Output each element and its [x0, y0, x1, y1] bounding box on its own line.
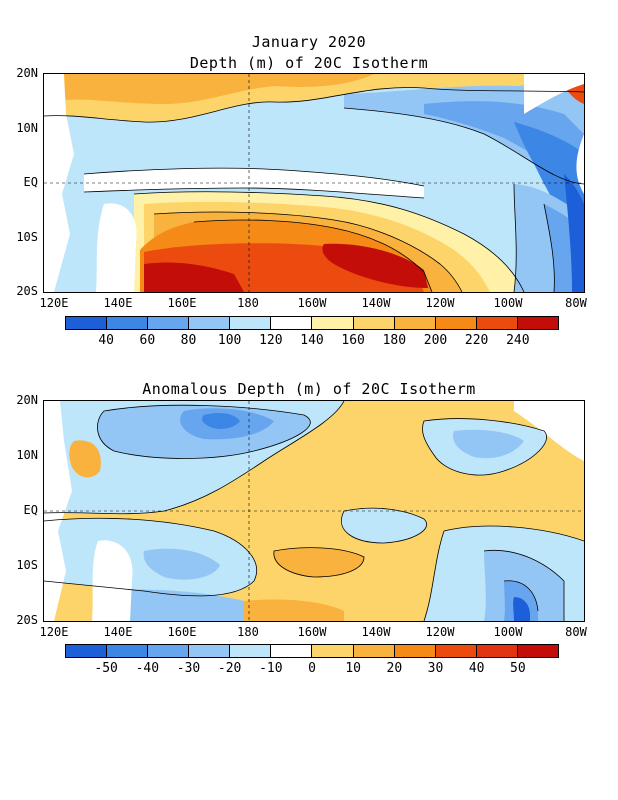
top-colorbar-swatch	[517, 317, 558, 329]
bottom-lat-label: 20S	[16, 613, 38, 627]
bottom-colorbar-label: -40	[135, 661, 160, 676]
top-colorbar	[65, 316, 559, 330]
top-colorbar-label: 180	[382, 333, 407, 348]
bottom-lon-label: 180	[237, 625, 259, 639]
bottom-lat-label: 10N	[16, 448, 38, 462]
bottom-lat-label: EQ	[23, 503, 38, 517]
top-lon-label: 100W	[493, 296, 523, 310]
bottom-lon-label: 120E	[39, 625, 69, 639]
bottom-lon-label: 140E	[103, 625, 133, 639]
bottom-lon-label: 140W	[361, 625, 391, 639]
top-colorbar-label: 220	[464, 333, 489, 348]
bottom-colorbar-label: -20	[217, 661, 242, 676]
top-lat-label: 10N	[16, 121, 38, 135]
top-colorbar-swatch	[435, 317, 477, 329]
top-colorbar-swatch	[394, 317, 436, 329]
top-colorbar-swatch	[66, 317, 108, 329]
top-lon-label: 140W	[361, 296, 391, 310]
top-colorbar-label: 200	[423, 333, 448, 348]
top-lon-label: 80W	[565, 296, 587, 310]
top-lat-label: 20S	[16, 284, 38, 298]
bottom-colorbar-swatch	[312, 645, 354, 657]
bottom-colorbar-swatch	[517, 645, 558, 657]
top-lon-label: 160E	[167, 296, 197, 310]
bottom-colorbar	[65, 644, 559, 658]
top-colorbar-label: 60	[139, 333, 156, 348]
bottom-lon-label: 80W	[565, 625, 587, 639]
bottom-lon-label: 120W	[425, 625, 455, 639]
bottom-colorbar-swatch	[435, 645, 477, 657]
top-colorbar-label: 100	[217, 333, 242, 348]
bottom-colorbar-swatch	[189, 645, 231, 657]
top-lon-label: 120E	[39, 296, 69, 310]
bottom-colorbar-swatch	[394, 645, 436, 657]
top-colorbar-swatch	[271, 317, 313, 329]
top-colorbar-swatch	[476, 317, 518, 329]
bottom-colorbar-label: -30	[176, 661, 201, 676]
bottom-title: Anomalous Depth (m) of 20C Isotherm	[142, 380, 476, 398]
bottom-map-panel	[43, 400, 585, 622]
top-colorbar-swatch	[107, 317, 149, 329]
top-colorbar-swatch	[230, 317, 272, 329]
bottom-colorbar-label: 50	[510, 661, 526, 676]
bottom-colorbar-swatch	[66, 645, 108, 657]
bottom-lon-label: 160E	[167, 625, 197, 639]
bottom-colorbar-label: -10	[259, 661, 283, 676]
bottom-map-field	[44, 401, 584, 621]
top-map-panel	[43, 73, 585, 293]
top-lon-label: 140E	[103, 296, 133, 310]
top-lon-label: 160W	[297, 296, 327, 310]
top-colorbar-swatch	[148, 317, 190, 329]
top-title-line2: Depth (m) of 20C Isotherm	[189, 54, 429, 72]
top-colorbar-label: 40	[98, 333, 114, 348]
top-lat-label: 10S	[16, 230, 38, 244]
top-lon-label: 180	[237, 296, 259, 310]
top-title-line1: January 2020	[251, 33, 367, 51]
top-colorbar-swatch	[312, 317, 354, 329]
bottom-colorbar-swatch	[353, 645, 395, 657]
bottom-lon-label: 100W	[493, 625, 523, 639]
bottom-colorbar-swatch	[476, 645, 518, 657]
top-colorbar-label: 80	[180, 333, 197, 348]
bottom-colorbar-label: 10	[345, 661, 361, 676]
bottom-colorbar-label: -50	[94, 661, 118, 676]
bottom-colorbar-swatch	[148, 645, 190, 657]
top-colorbar-label: 120	[259, 333, 283, 348]
bottom-colorbar-swatch	[271, 645, 313, 657]
top-colorbar-swatch	[353, 317, 395, 329]
bottom-lat-label: 10S	[16, 558, 38, 572]
bottom-colorbar-label: 0	[308, 661, 316, 676]
top-lon-label: 120W	[425, 296, 455, 310]
top-colorbar-swatch	[189, 317, 231, 329]
bottom-colorbar-swatch	[107, 645, 149, 657]
bottom-lon-label: 160W	[297, 625, 327, 639]
top-map-field	[44, 74, 584, 292]
bottom-colorbar-label: 40	[468, 661, 485, 676]
top-colorbar-label: 160	[341, 333, 365, 348]
top-lat-label: 20N	[16, 66, 38, 80]
top-colorbar-label: 140	[300, 333, 324, 348]
top-colorbar-label: 240	[506, 333, 530, 348]
bottom-colorbar-label: 30	[427, 661, 444, 676]
bottom-colorbar-swatch	[230, 645, 272, 657]
bottom-lat-label: 20N	[16, 393, 38, 407]
top-lat-label: EQ	[23, 175, 38, 189]
bottom-colorbar-label: 20	[386, 661, 403, 676]
